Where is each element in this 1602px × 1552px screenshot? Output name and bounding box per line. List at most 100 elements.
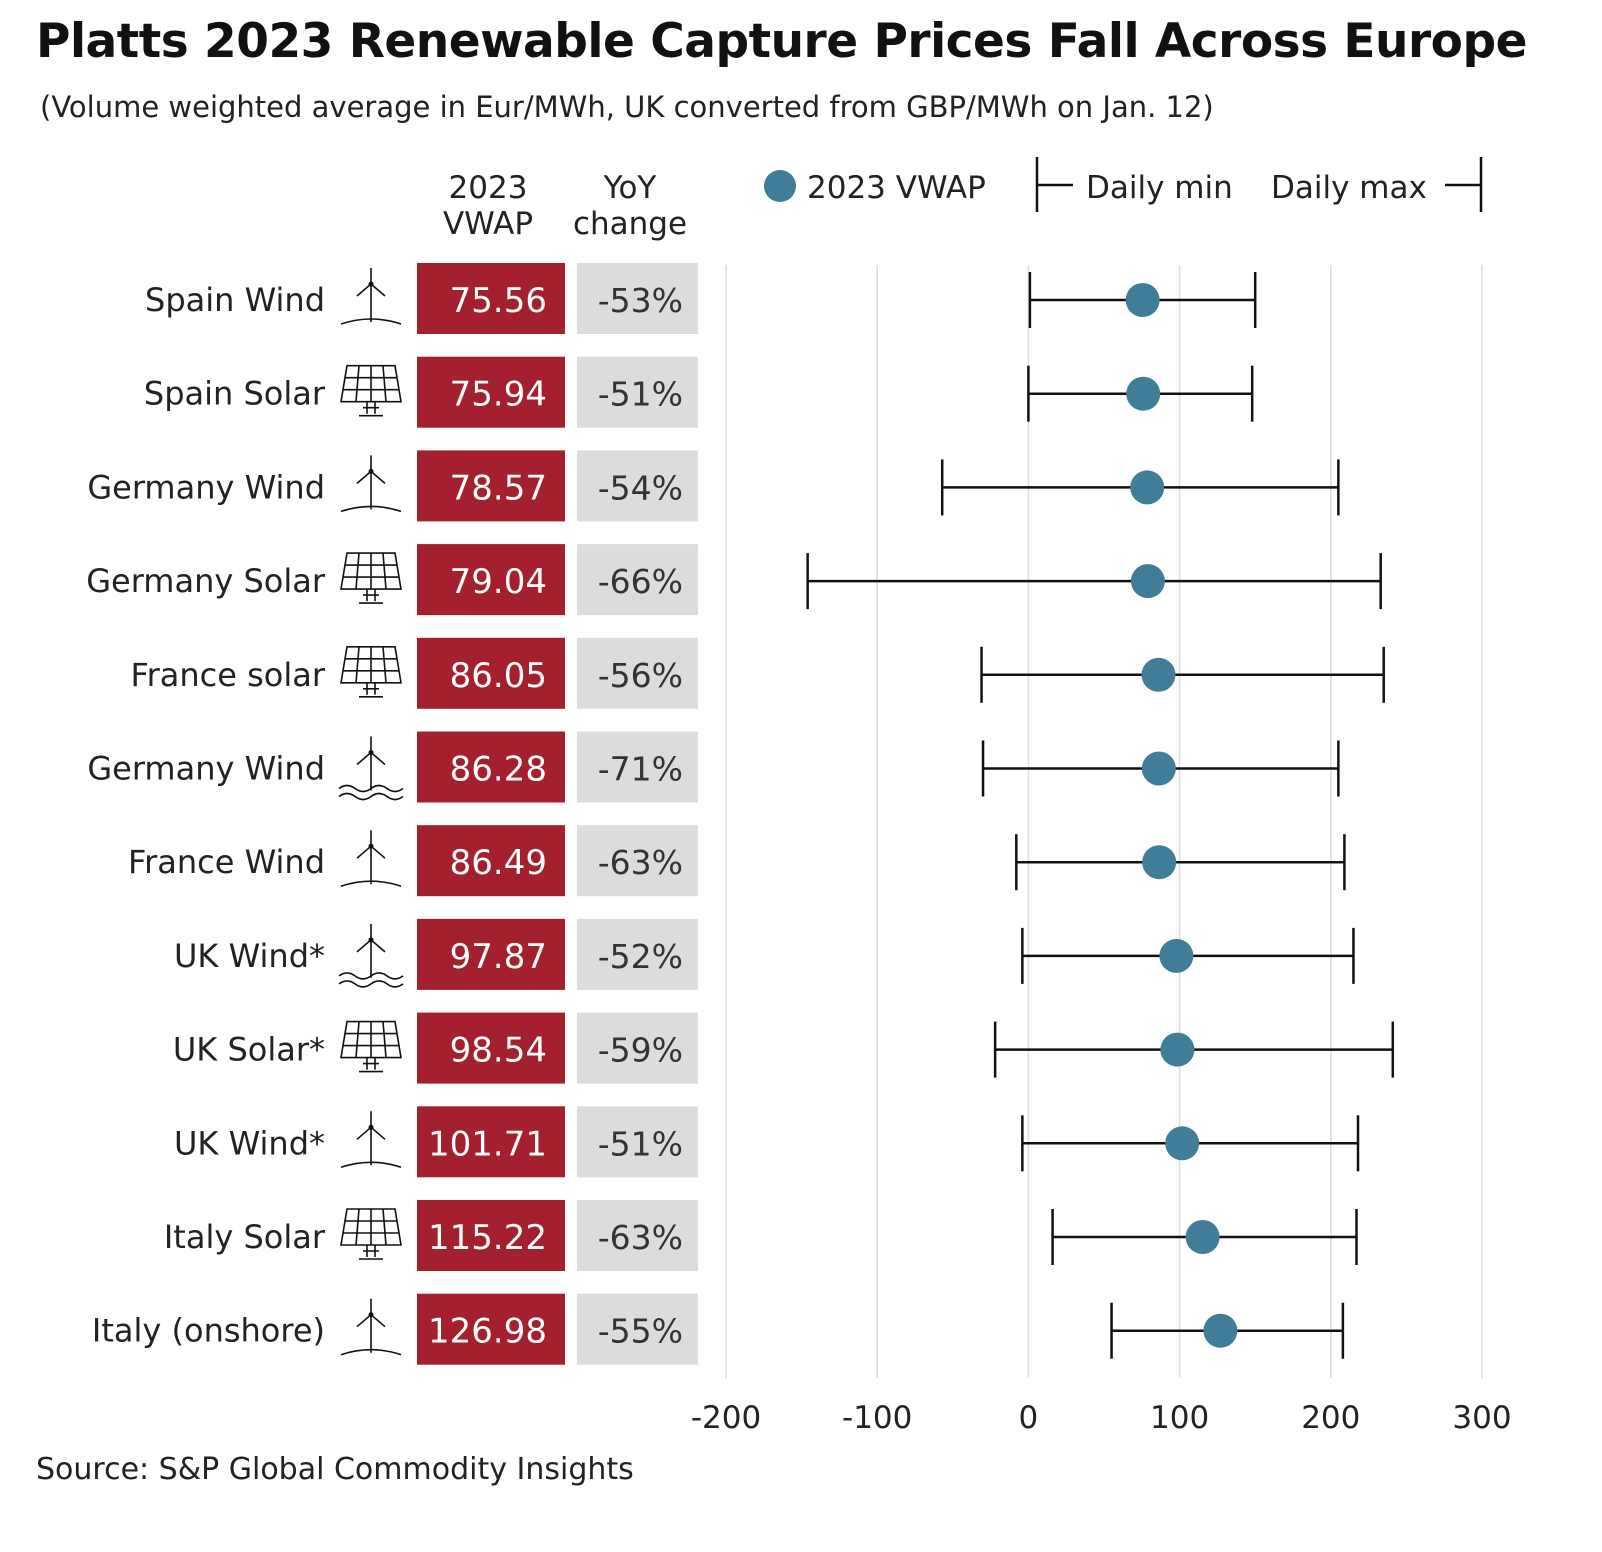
vwap-value-box: [417, 918, 565, 990]
vwap-value-box: [417, 1293, 565, 1365]
row-label: UK Solar*: [173, 1031, 325, 1069]
vwap-value-box: [417, 544, 565, 616]
row-label: Spain Solar: [144, 375, 326, 413]
vwap-value-label: 86.49: [450, 843, 547, 883]
wind-turbine-icon: [340, 830, 402, 887]
vwap-value-box: [417, 263, 565, 334]
vwap-value-label: 79.04: [450, 562, 547, 602]
yoy-change-label: -51%: [598, 375, 683, 414]
column-header-vwap: VWAP: [443, 206, 533, 242]
x-tick-label: 0: [1019, 1400, 1039, 1436]
row-label: UK Wind*: [174, 937, 325, 975]
vwap-value-label: 86.28: [450, 750, 547, 790]
row-label: Italy Solar: [164, 1218, 326, 1256]
vwap-value-label: 101.71: [428, 1124, 547, 1164]
column-header-vwap: 2023: [449, 170, 528, 206]
vwap-value-box: [417, 1200, 565, 1271]
solar-panel-icon: [340, 1208, 402, 1260]
offshore-wind-turbine-icon: [338, 923, 404, 988]
legend-max-label: Daily max: [1271, 170, 1427, 206]
vwap-value-label: 126.98: [428, 1312, 547, 1352]
yoy-change-box: [577, 1012, 698, 1084]
vwap-value-label: 97.87: [450, 937, 547, 977]
row-label: UK Wind*: [174, 1124, 325, 1162]
vwap-dot: [1160, 1032, 1195, 1067]
solar-panel-icon: [340, 645, 402, 698]
yoy-change-label: -59%: [598, 1031, 683, 1070]
x-tick-label: 300: [1452, 1400, 1511, 1436]
chart-row: Germany Wind 78.57 -54%: [87, 450, 1340, 522]
chart-subtitle: (Volume weighted average in Eur/MWh, UK …: [40, 90, 1214, 124]
vwap-value-box: [417, 356, 565, 428]
yoy-change-box: [577, 731, 698, 803]
row-label: France solar: [131, 656, 326, 694]
vwap-dot: [1159, 938, 1194, 973]
chart-title: Platts 2023 Renewable Capture Prices Fal…: [36, 14, 1527, 69]
vwap-value-label: 75.56: [450, 281, 547, 321]
vwap-dot: [1126, 376, 1161, 411]
yoy-change-label: -54%: [598, 468, 683, 507]
solar-panel-icon: [340, 1020, 402, 1073]
x-tick-label: -200: [691, 1400, 761, 1436]
chart-row: Spain Solar 75.94 -51%: [144, 356, 1254, 428]
yoy-change-box: [577, 450, 698, 522]
wind-turbine-icon: [340, 268, 402, 325]
yoy-change-label: -53%: [598, 281, 683, 320]
yoy-change-box: [577, 918, 698, 990]
chart-row: Germany Solar 79.04 -66%: [86, 544, 1382, 616]
legend-vwap-label: 2023 VWAP: [807, 170, 986, 206]
vwap-dot: [1130, 564, 1165, 599]
chart-row: UK Solar* 98.54 -59%: [173, 1012, 1395, 1084]
vwap-dot: [1141, 751, 1176, 786]
solar-panel-icon: [340, 552, 402, 604]
yoy-change-label: -55%: [598, 1312, 683, 1351]
yoy-change-box: [577, 1200, 698, 1271]
yoy-change-label: -71%: [598, 750, 683, 789]
solar-panel-icon: [340, 364, 402, 417]
wind-turbine-icon: [340, 1111, 402, 1169]
wind-turbine-icon: [340, 1298, 402, 1356]
vwap-value-label: 98.54: [450, 1031, 547, 1071]
yoy-change-box: [577, 825, 698, 897]
yoy-change-label: -56%: [598, 656, 683, 695]
yoy-change-label: -63%: [598, 1218, 683, 1257]
vwap-dot: [1130, 470, 1165, 505]
vwap-value-label: 86.05: [450, 656, 547, 696]
chart-row: Germany Wind 86.28 -71%: [87, 731, 1340, 803]
vwap-value-box: [417, 637, 565, 709]
yoy-change-label: -52%: [598, 937, 683, 976]
chart-row: Italy (onshore) 126.98 -55%: [92, 1293, 1345, 1365]
yoy-change-box: [577, 1293, 698, 1365]
vwap-value-box: [417, 1106, 565, 1178]
yoy-change-label: -63%: [598, 843, 683, 882]
yoy-change-box: [577, 637, 698, 709]
column-header-yoy: YoY: [603, 170, 657, 206]
legend-min-label: Daily min: [1086, 170, 1233, 206]
vwap-dot: [1165, 1126, 1200, 1161]
yoy-change-box: [577, 1106, 698, 1178]
row-label: Italy (onshore): [92, 1312, 325, 1350]
offshore-wind-turbine-icon: [338, 736, 404, 801]
vwap-value-box: [417, 450, 565, 522]
yoy-change-box: [577, 544, 698, 616]
vwap-value-label: 75.94: [450, 375, 547, 415]
column-header-yoy: change: [573, 206, 687, 242]
yoy-change-box: [577, 263, 698, 334]
vwap-dot: [1185, 1220, 1220, 1254]
vwap-value-box: [417, 825, 565, 897]
x-tick-label: -100: [842, 1400, 912, 1436]
source-note: Source: S&P Global Commodity Insights: [36, 1452, 634, 1487]
row-label: Germany Solar: [86, 562, 326, 600]
yoy-change-box: [577, 356, 698, 428]
wind-turbine-icon: [340, 455, 402, 513]
vwap-dot: [1142, 845, 1177, 880]
chart-row: UK Wind* 101.71 -51%: [174, 1106, 1360, 1178]
legend-dot-marker: [764, 170, 796, 202]
x-tick-label: 200: [1301, 1400, 1360, 1436]
yoy-change-label: -66%: [598, 562, 683, 601]
chart-row: UK Wind* 97.87 -52%: [174, 918, 1355, 990]
x-tick-label: 100: [1150, 1400, 1209, 1436]
vwap-dot: [1125, 283, 1160, 317]
vwap-value-box: [417, 1012, 565, 1084]
